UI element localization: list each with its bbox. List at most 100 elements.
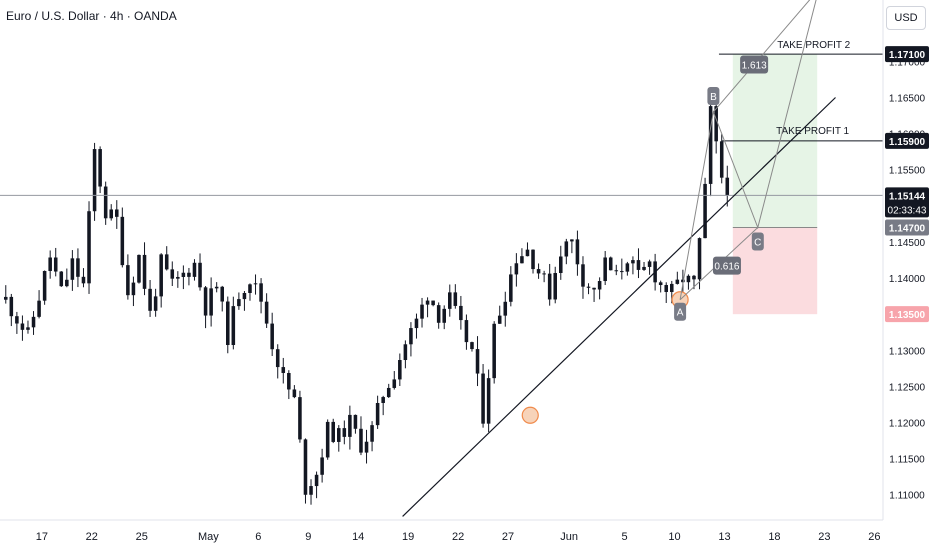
harmonic-path xyxy=(679,0,817,300)
symbol-title[interactable]: Euro / U.S. Dollar · 4h · OANDA xyxy=(6,9,177,23)
candle-body xyxy=(26,327,30,330)
time-axis-bg xyxy=(0,520,883,550)
candle-body xyxy=(553,273,557,300)
candle-body xyxy=(564,241,569,257)
harmonic-point-b: B xyxy=(707,86,720,105)
stop-price-label: 1.13500 xyxy=(885,306,929,323)
take-profit-2-label: TAKE PROFIT 2 xyxy=(777,40,850,51)
candle-body xyxy=(453,292,458,306)
candles-layer xyxy=(4,96,730,505)
harmonic-point-c-text: C xyxy=(754,238,761,249)
candle-body xyxy=(309,486,313,495)
candle-body xyxy=(570,239,574,242)
harmonic-point-b-bg xyxy=(707,86,720,105)
candle-body xyxy=(364,441,369,453)
candle-body xyxy=(719,141,724,178)
trendline xyxy=(402,97,836,517)
current-price-value: 1.15144 xyxy=(889,191,926,202)
candle-body xyxy=(126,265,130,296)
candle-body xyxy=(164,254,169,270)
harmonic-point-a-text: A xyxy=(677,308,684,319)
current-price-label: 1.15144 02:33:43 xyxy=(885,187,929,218)
candle-body xyxy=(692,275,696,280)
entry-price-label-text: 1.14700 xyxy=(889,224,926,235)
price-tick-label: 1.13000 xyxy=(889,346,926,357)
candle-body xyxy=(575,239,580,265)
price-tick-label: 1.11500 xyxy=(889,455,925,466)
candle-body xyxy=(642,266,646,270)
time-tick-label: 18 xyxy=(768,531,780,543)
candle-body xyxy=(187,272,191,277)
candle-body xyxy=(686,275,691,283)
candle-body xyxy=(109,209,113,219)
time-tick-label: 19 xyxy=(402,531,414,543)
candle-body xyxy=(481,373,485,424)
candle-body xyxy=(65,279,69,287)
candle-body xyxy=(625,263,630,272)
candle-body xyxy=(142,254,147,289)
price-tick-label: 1.12000 xyxy=(889,419,926,430)
candle-body xyxy=(59,271,64,287)
candle-body xyxy=(514,263,519,275)
candle-body xyxy=(70,258,75,280)
candle-body xyxy=(631,260,635,264)
candle-body xyxy=(281,367,286,373)
candle-body xyxy=(436,305,441,323)
candle-body xyxy=(231,306,236,346)
candle-body xyxy=(536,269,541,274)
candle-body xyxy=(137,254,141,283)
time-tick-label: 17 xyxy=(36,531,48,543)
candle-body xyxy=(542,273,546,275)
take-profit-1-price-label: 1.15900 xyxy=(885,132,929,149)
time-tick-label: 10 xyxy=(668,531,680,543)
candle-body xyxy=(681,279,685,283)
candle-body xyxy=(292,389,297,398)
candle-body xyxy=(425,300,430,305)
candle-body xyxy=(181,272,186,277)
time-tick-label: 27 xyxy=(502,531,514,543)
candle-body xyxy=(298,397,302,440)
candle-body xyxy=(620,271,624,273)
candle-body xyxy=(81,276,86,284)
time-tick-label: 25 xyxy=(136,531,148,543)
candle-body xyxy=(287,372,291,390)
candle-body xyxy=(675,279,680,284)
ratio-ac-bg xyxy=(712,256,741,275)
candle-body xyxy=(20,323,25,330)
candle-body xyxy=(198,262,202,288)
candle-body xyxy=(714,106,718,142)
candle-body xyxy=(420,304,424,319)
candle-body xyxy=(586,286,591,288)
price-axis-bg xyxy=(883,0,932,550)
candle-body xyxy=(459,305,463,321)
candle-body xyxy=(325,421,330,458)
candle-body xyxy=(503,301,508,316)
take-profit-2-price-label-text: 1.17100 xyxy=(889,50,926,61)
price-tick-label: 1.17000 xyxy=(889,57,926,68)
candle-body xyxy=(353,414,358,429)
candle-body xyxy=(131,282,136,296)
candle-body xyxy=(237,299,241,307)
candle-body xyxy=(92,149,97,212)
candle-body xyxy=(192,262,197,277)
candle-body xyxy=(386,387,391,398)
candle-body xyxy=(647,261,652,267)
candle-body xyxy=(253,283,258,285)
candle-body xyxy=(153,296,158,311)
currency-button[interactable]: USD xyxy=(886,6,926,30)
time-tick-label: 6 xyxy=(255,531,261,543)
candle-body xyxy=(636,260,641,270)
candle-body xyxy=(448,292,452,309)
candle-body xyxy=(470,342,474,350)
loss-zone xyxy=(732,227,818,315)
harmonic-bd-line xyxy=(713,0,811,113)
candle-body xyxy=(725,177,730,196)
candle-body xyxy=(486,378,491,424)
candle-body xyxy=(303,439,308,495)
candle-body xyxy=(597,281,602,290)
candle-body xyxy=(15,316,19,324)
candle-body xyxy=(348,414,352,437)
